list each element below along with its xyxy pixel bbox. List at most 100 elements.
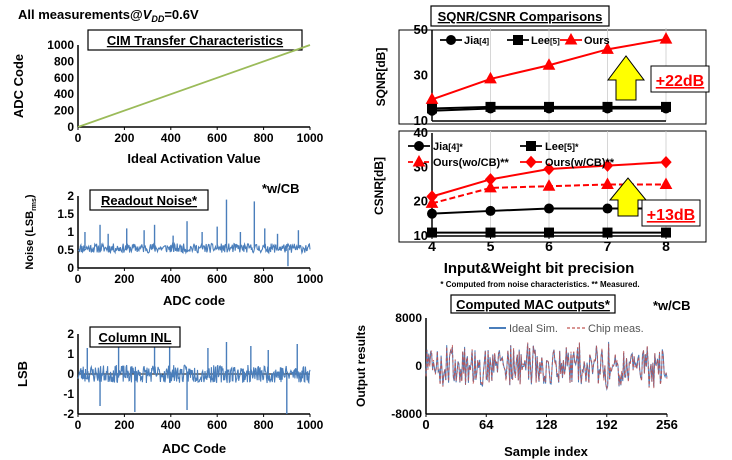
noise-annotation: *w/CB bbox=[262, 181, 300, 196]
mac-title: Computed MAC outputs* bbox=[456, 297, 611, 312]
noise-ytick-label: 0.5 bbox=[57, 243, 74, 257]
sqnr-legend-label: Lee[5] bbox=[531, 35, 560, 47]
noise-xtick-label: 1000 bbox=[297, 272, 324, 286]
transfer-xtick-label: 400 bbox=[161, 131, 181, 145]
csnr-data-point bbox=[602, 227, 613, 238]
mac-x-label: Sample index bbox=[504, 444, 589, 459]
mac-xtick-label: 256 bbox=[656, 417, 678, 432]
noise-xtick-label: 800 bbox=[254, 272, 274, 286]
csnr-data-point bbox=[485, 227, 496, 238]
transfer-xtick-label: 1000 bbox=[297, 131, 324, 145]
inl-xtick-label: 600 bbox=[207, 418, 227, 432]
noise-x-label: ADC code bbox=[163, 293, 225, 308]
sqnr-chart: SQNR/CSNR Comparisons 10 30 50 Jia[4] Lee[5… bbox=[374, 5, 710, 128]
mac-title-box: Computed MAC outputs* bbox=[450, 294, 616, 314]
csnr-data-point bbox=[659, 177, 673, 189]
noise-ytick-label: 0 bbox=[67, 261, 74, 275]
transfer-y-label: ADC Code bbox=[11, 54, 26, 118]
inl-title: Column INL bbox=[99, 330, 172, 345]
csnr-data-point bbox=[485, 205, 496, 216]
sqnr-data-point bbox=[542, 58, 556, 70]
sqnr-data-point bbox=[544, 101, 554, 112]
csnr-data-point bbox=[427, 208, 437, 219]
sqnr-ytick-label: 10 bbox=[414, 113, 428, 128]
noise-xtick-label: 0 bbox=[75, 272, 82, 286]
transfer-ytick-label: 600 bbox=[54, 71, 74, 85]
mac-y-label: Output results bbox=[354, 325, 368, 407]
csnr-data-point bbox=[661, 227, 671, 238]
sqnr-legend-marker bbox=[513, 35, 523, 45]
sqnr-data-point bbox=[485, 101, 496, 112]
csnr-data-point bbox=[484, 180, 497, 193]
csnr-xtick-label: 5 bbox=[487, 238, 495, 254]
sqnr-data-point bbox=[427, 103, 437, 114]
noise-xtick-label: 400 bbox=[161, 272, 181, 286]
header-text: All measurements@VDD=0.6V bbox=[18, 7, 199, 24]
noise-xtick-label: 600 bbox=[207, 272, 227, 286]
inl-title-box: Column INL bbox=[89, 326, 181, 348]
transfer-title-box: CIM Transfer Characteristics bbox=[87, 29, 303, 51]
sqnr-data-point bbox=[484, 71, 497, 84]
transfer-xtick-label: 0 bbox=[75, 131, 82, 145]
csnr-legend-marker bbox=[525, 155, 537, 169]
csnr-xtick-label: 4 bbox=[428, 238, 436, 254]
inl-ytick-label: -2 bbox=[63, 407, 74, 421]
mac-annotation: *w/CB bbox=[653, 298, 691, 313]
csnr-legend-marker bbox=[412, 154, 426, 167]
csnr-ytick-label: 40 bbox=[414, 125, 428, 140]
csnr-legend-label: Jia[4]* bbox=[433, 141, 463, 153]
mac-legend: Ideal Sim. Chip meas. bbox=[486, 320, 662, 336]
mac-ytick-label: 0 bbox=[415, 359, 422, 373]
sqnr-data-point bbox=[661, 101, 671, 112]
mac-ytick-label: -8000 bbox=[391, 407, 422, 421]
noise-ytick-label: 1 bbox=[67, 225, 74, 239]
noise-title-box: Readout Noise* bbox=[89, 189, 209, 211]
sqnr-callout: +22dB bbox=[656, 73, 704, 90]
noise-title: Readout Noise* bbox=[101, 193, 198, 208]
csnr-xtick-label: 6 bbox=[545, 238, 553, 254]
transfer-ytick-label: 1000 bbox=[47, 38, 74, 52]
inl-y-label: LSB bbox=[15, 361, 30, 387]
csnr-xtick-label: 7 bbox=[604, 238, 612, 254]
transfer-title: CIM Transfer Characteristics bbox=[107, 33, 283, 48]
csnr-data-point bbox=[544, 227, 554, 238]
sqnr-ytick-label: 30 bbox=[414, 68, 428, 83]
sqnr-title-box: SQNR/CSNR Comparisons bbox=[430, 5, 610, 27]
mac-xtick-label: 0 bbox=[422, 417, 429, 432]
csnr-ytick-label: 20 bbox=[414, 194, 428, 209]
csnr-data-point bbox=[602, 203, 613, 214]
sqnr-data-point bbox=[602, 101, 613, 112]
csnr-legend-label: Ours(w/CB)** bbox=[545, 157, 615, 169]
noise-series-line bbox=[77, 241, 311, 255]
inl-xtick-label: 200 bbox=[114, 418, 134, 432]
csnr-legend-label: Ours(wo/CB)** bbox=[433, 157, 510, 169]
transfer-xtick-label: 800 bbox=[254, 131, 274, 145]
csnr-data-point bbox=[601, 159, 614, 172]
transfer-x-label: Ideal Activation Value bbox=[127, 151, 260, 166]
csnr-data-point bbox=[660, 155, 672, 169]
transfer-ytick-label: 200 bbox=[54, 104, 74, 118]
sqnr-legend-marker bbox=[446, 35, 456, 45]
noise-ytick-label: 1.5 bbox=[57, 207, 74, 221]
inl-ytick-label: 1 bbox=[67, 347, 74, 361]
transfer-ytick-label: 800 bbox=[54, 54, 74, 68]
csnr-data-point bbox=[427, 227, 437, 238]
csnr-data-point bbox=[484, 173, 497, 186]
transfer-chart: CIM Transfer Characteristics 0 200 400 600 8… bbox=[11, 29, 324, 166]
sqnr-arrow bbox=[607, 55, 645, 101]
inl-xtick-label: 0 bbox=[75, 418, 82, 432]
sqnr-title: SQNR/CSNR Comparisons bbox=[438, 9, 603, 24]
inl-xtick-label: 1000 bbox=[297, 418, 324, 432]
inl-ytick-label: 2 bbox=[67, 327, 74, 341]
noise-xtick-label: 200 bbox=[114, 272, 134, 286]
mac-legend-ideal: Ideal Sim. bbox=[509, 323, 558, 335]
transfer-xtick-label: 600 bbox=[207, 131, 227, 145]
csnr-legend-marker bbox=[414, 141, 424, 151]
csnr-footnote: * Computed from noise characteristics. *… bbox=[440, 280, 639, 289]
csnr-arrow bbox=[608, 177, 648, 217]
csnr-ytick-label: 10 bbox=[414, 228, 428, 243]
csnr-data-point bbox=[544, 203, 554, 214]
csnr-data-point bbox=[542, 179, 556, 191]
